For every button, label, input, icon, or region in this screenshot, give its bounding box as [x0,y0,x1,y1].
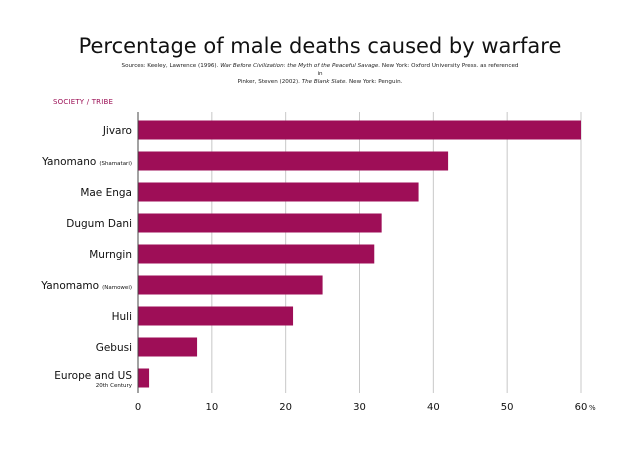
bar-huli [138,306,294,326]
bar-gebusi [138,337,198,357]
y-axis-label: SOCIETY / TRIBE [53,98,114,106]
chart-sources: Sources: Keeley, Lawrence (1996). War Be… [120,62,520,86]
x-axis-unit: % [589,404,596,412]
category-label: Huli [112,311,132,323]
category-label: Europe and US [54,370,132,382]
category-label: Gebusi [96,342,132,354]
sources-book-2: The Blank Slate. [301,79,348,85]
category-name: Huli [112,311,132,323]
x-tick-label-10: 10 [205,402,218,413]
bar-europe-and-us [138,368,150,388]
sources-text-3: Pinker, Steven (2002). [237,79,300,85]
x-tick-label-0: 0 [135,402,141,413]
category-name: Jivaro [102,125,132,137]
category-name: Gebusi [96,342,132,354]
category-label: Dugum Dani [66,218,132,230]
bar-murngin [138,244,375,264]
category-label: Yanomano (Shamatari) [41,156,132,168]
category-name: Yanomamo [40,280,99,292]
x-tick-label-30: 30 [353,402,366,413]
category-sublabel: (Namowei) [102,285,132,291]
x-tick-label-40: 40 [427,402,440,413]
category-name: Mae Enga [80,187,132,199]
category-note: 20th Century [96,383,133,389]
x-tick-label-50: 50 [501,402,514,413]
category-sublabel: (Shamatari) [99,161,132,167]
category-label: Jivaro [102,125,132,137]
category-name: Dugum Dani [66,218,132,230]
sources-text-1: Sources: Keeley, Lawrence (1996). [121,63,219,69]
category-label: Yanomamo (Namowei) [40,280,132,292]
bar-mae-enga [138,182,419,202]
category-name: Europe and US [54,370,132,382]
bar-jivaro [138,120,581,140]
category-label: Mae Enga [80,187,132,199]
category-name: Murngin [89,249,132,261]
bar-yanomamo [138,275,323,295]
sources-text-2: New York: Oxford University Press. as re… [317,63,519,77]
category-name: Yanomano [41,156,96,168]
bar-yanomano [138,151,449,171]
x-tick-label-60: 60 [575,402,588,413]
category-label: Murngin [89,249,132,261]
bar-dugum-dani [138,213,382,233]
x-tick-label-20: 20 [279,402,292,413]
chart-title: Percentage of male deaths caused by warf… [78,34,562,58]
sources-text-4: New York: Penguin. [348,79,403,85]
sources-book-1: War Before Civilization: the Myth of the… [220,63,381,69]
